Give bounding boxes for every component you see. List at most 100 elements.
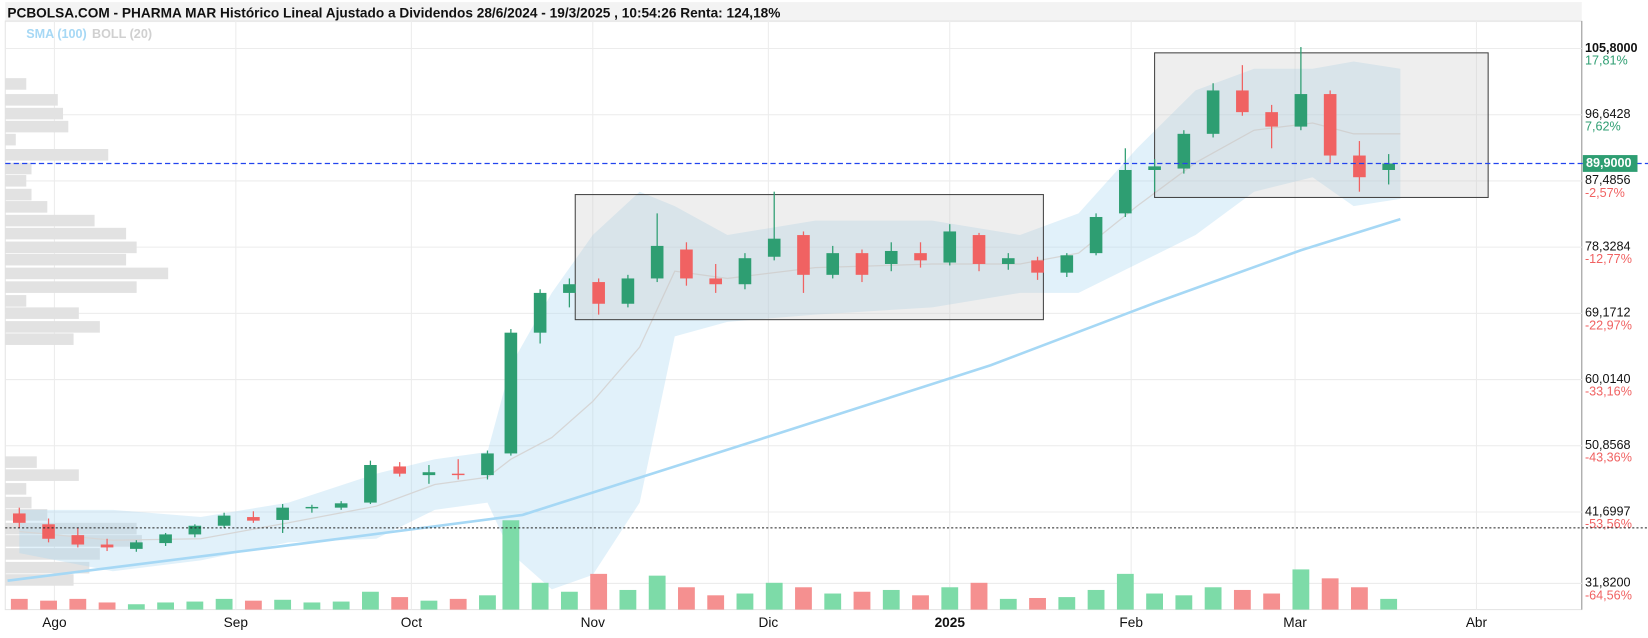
volume-bar (1175, 595, 1193, 610)
volume-profile-bar (5, 149, 109, 161)
volume-profile-bar (5, 107, 64, 120)
percent-label: -53,56% (1585, 517, 1632, 531)
candle-body (592, 282, 605, 304)
volume-profile-bar (5, 321, 100, 333)
candle-body (1323, 94, 1337, 156)
candle-body (364, 464, 377, 503)
volume-bar (332, 601, 350, 610)
volume-profile-bar (5, 496, 32, 509)
y-tick-label: 41,6997 (1585, 504, 1631, 518)
y-tick-label: 69,1712 (1585, 306, 1631, 320)
volume-profile-bar (5, 483, 27, 495)
candle-body (855, 253, 869, 275)
volume-profile-bar (5, 253, 127, 266)
bollinger-layer (19, 61, 1401, 590)
volume-bar (1029, 597, 1046, 610)
volume-profile-bar (5, 333, 74, 345)
volume-layer (10, 520, 1398, 610)
volume-bar (1351, 587, 1368, 610)
candle-body (1001, 258, 1015, 264)
legend-entry: SMA (100) (26, 27, 87, 41)
bollinger-middle (19, 122, 1401, 541)
volume-bar (765, 582, 783, 610)
candle-body (1089, 216, 1103, 254)
volume-bar (157, 602, 175, 610)
volume-bar (1321, 578, 1339, 610)
candle-body (1031, 260, 1044, 273)
y-tick-label: 78,3284 (1585, 239, 1631, 253)
volume-profile-bar (5, 241, 137, 254)
candle-body (100, 544, 114, 548)
candle-body (130, 542, 143, 549)
volume-profile-bar (5, 456, 37, 468)
candle-body (650, 245, 664, 279)
volume-bar (1146, 593, 1163, 610)
volume-bar (795, 587, 812, 610)
grid-layer (5, 21, 1582, 610)
volume-bar (1292, 569, 1310, 610)
candle-body (738, 258, 752, 285)
y-tick-label: 31,8200 (1585, 576, 1631, 590)
title-bar (5, 2, 1582, 23)
volume-bar (98, 602, 116, 610)
volume-bar (502, 520, 520, 610)
last-price-box (1582, 155, 1638, 172)
volume-bar (1058, 597, 1076, 610)
candle-body (533, 292, 547, 333)
candle-body (797, 235, 810, 275)
volume-profile-bar (5, 201, 48, 213)
candle-body (188, 525, 202, 535)
volume-bar (274, 599, 292, 610)
x-tick-label: Nov (581, 615, 605, 630)
chart-title: PCBOLSA.COM - PHARMA MAR Histórico Linea… (7, 5, 780, 20)
volume-bar (303, 602, 321, 610)
candle-body (393, 466, 406, 474)
candle-body (1265, 112, 1278, 127)
volume-profile-bar (5, 574, 74, 586)
volume-bar (707, 595, 725, 610)
candle-body (247, 517, 260, 521)
volume-profile-bar (5, 548, 100, 560)
candle-layer (12, 47, 1395, 552)
volume-profile-bar (5, 78, 27, 90)
volume-bar (127, 604, 145, 610)
volume-bar (362, 591, 379, 610)
candle-body (914, 253, 927, 261)
x-tick-label: Mar (1283, 615, 1307, 630)
x-tick-label: Oct (401, 615, 422, 630)
volume-profile-bar (5, 120, 69, 133)
candle-body (334, 503, 348, 508)
volume-bar (824, 593, 842, 610)
volume-profile-bar (5, 227, 127, 240)
y-tick-label: 50,8568 (1585, 438, 1631, 452)
candle-body (71, 535, 85, 545)
candle-body (884, 250, 898, 264)
volume-bar (215, 598, 233, 610)
volume-bar (882, 589, 900, 610)
volume-bar (479, 595, 496, 610)
candle-body (12, 513, 26, 523)
percent-label: 17,81% (1585, 53, 1628, 67)
volume-profile-bar (5, 295, 27, 307)
volume-profile-bar (5, 561, 90, 574)
volume-bar (420, 600, 438, 610)
volume-bar (449, 598, 467, 610)
x-tick-label: Feb (1119, 615, 1143, 630)
y-tick-label: 60,0140 (1585, 372, 1631, 386)
percent-label: -33,16% (1585, 385, 1632, 399)
candle-body (1382, 163, 1395, 170)
candle-body (826, 253, 840, 275)
candle-body (621, 278, 635, 304)
volume-bar (1380, 598, 1398, 610)
volume-bar (244, 600, 262, 610)
volume-bar (1116, 573, 1134, 610)
percent-label: -43,36% (1585, 451, 1632, 465)
volume-profile-bar (5, 522, 137, 535)
candle-body (159, 534, 172, 544)
sma-layer (7, 217, 1401, 583)
volume-profile-bar (5, 188, 32, 201)
volume-bar (1087, 589, 1105, 610)
volume-bar (853, 591, 871, 610)
